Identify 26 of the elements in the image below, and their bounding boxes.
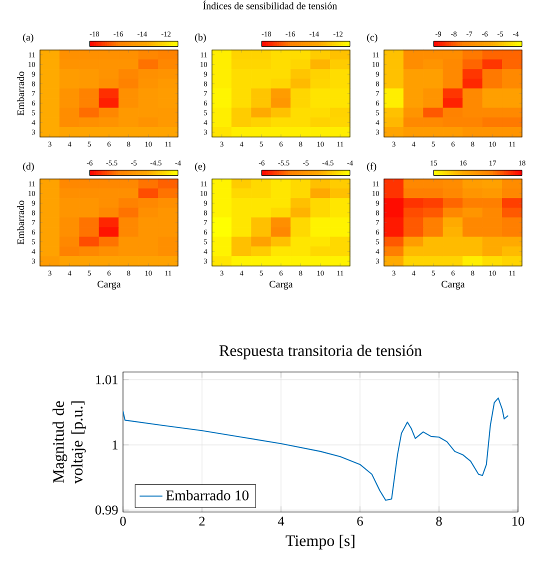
text: (b) bbox=[195, 34, 206, 43]
text: (f) bbox=[367, 162, 376, 172]
chart-title: Índices de sensibilidad de tensión bbox=[203, 0, 338, 10]
y-axis-title: Embarrado bbox=[17, 72, 24, 116]
y-tick-label: 1 bbox=[112, 440, 118, 450]
x-tick-label: 0 bbox=[120, 516, 126, 526]
x-tick-label: 10 bbox=[512, 516, 524, 526]
x-tick-label: 6 bbox=[357, 516, 363, 526]
x-axis-title: Carga bbox=[270, 280, 293, 290]
text: (c) bbox=[367, 34, 378, 43]
chart-title: Respuesta transitoria de tensión bbox=[219, 344, 422, 360]
text: (e) bbox=[195, 162, 206, 172]
x-axis-title: Carga bbox=[442, 280, 465, 290]
text: (a) bbox=[23, 34, 34, 43]
x-tick-label: 2 bbox=[199, 516, 205, 526]
text: (d) bbox=[23, 162, 34, 172]
x-tick-label: 4 bbox=[278, 516, 284, 526]
line-series bbox=[123, 398, 509, 501]
y-tick-label: 0.99 bbox=[95, 506, 118, 515]
y-tick-label: 1.01 bbox=[96, 375, 118, 384]
x-axis-title: Carga bbox=[98, 280, 121, 290]
x-axis-title: Tiempo [s] bbox=[286, 534, 354, 550]
y-axis-title: Embarrado bbox=[17, 200, 24, 244]
y-axis-title: Magnitud de voltaje [p.u.] bbox=[52, 401, 86, 484]
legend-label: Embarrado 10 bbox=[166, 490, 249, 500]
x-tick-label: 8 bbox=[436, 516, 442, 526]
